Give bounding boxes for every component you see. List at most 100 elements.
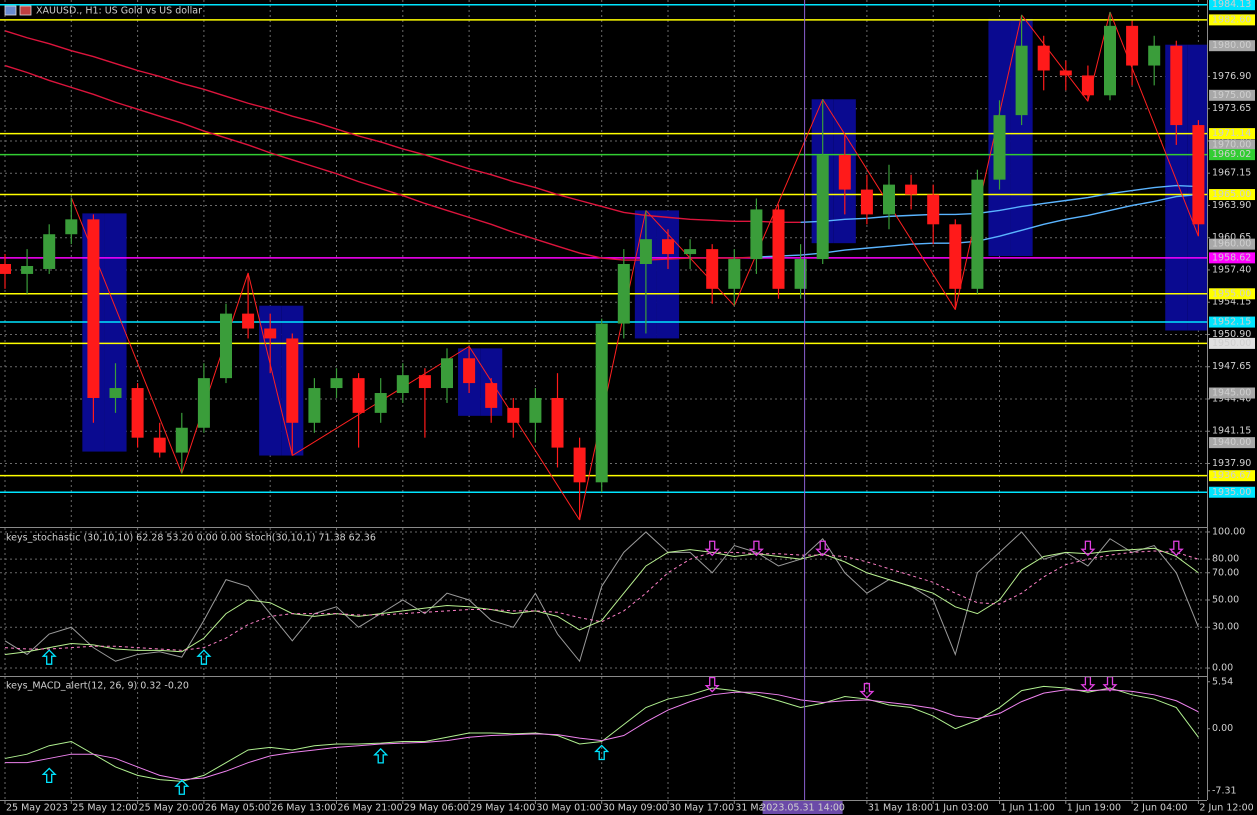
candle-body	[65, 219, 78, 235]
x-tick-label: 31 May 18:00	[868, 803, 933, 814]
level-label: 1958.62	[1212, 252, 1251, 263]
candle-body	[374, 393, 387, 413]
candle-body	[971, 179, 984, 289]
candle-body	[396, 375, 409, 394]
x-tick-label: 30 May 17:00	[669, 803, 734, 814]
candle-body	[993, 115, 1006, 180]
y-tick-label: 1947.65	[1212, 361, 1251, 372]
x-tick-label: 30 May 01:00	[536, 803, 601, 814]
icon	[19, 5, 32, 16]
candle-body	[197, 378, 210, 428]
candle-body	[109, 388, 122, 398]
y-tick-label: -7.31	[1212, 785, 1237, 796]
stochastic-panel	[0, 528, 1207, 675]
arrow-down	[1102, 677, 1118, 692]
price-panel	[0, 0, 1207, 525]
series-line	[5, 689, 1199, 781]
price-label: 1945.00	[1212, 388, 1251, 399]
chart-title: XAUUSD., H1: US Gold vs US dollar	[36, 6, 202, 17]
zigzag-segment	[954, 14, 1023, 310]
zone	[104, 213, 127, 452]
candle-body	[684, 249, 697, 255]
candle-body	[507, 407, 520, 423]
candle-body	[220, 313, 232, 379]
level-label: 1965.00	[1212, 189, 1251, 200]
candle-body	[662, 239, 674, 255]
level-label-box	[1209, 337, 1255, 349]
price-label-box	[1209, 387, 1255, 399]
candle-body	[264, 328, 277, 339]
arrow-up	[41, 649, 57, 665]
crosshair-label-box	[762, 801, 843, 814]
x-tick-label: 30 May 09:00	[603, 803, 668, 814]
candle-body	[617, 264, 630, 324]
y-tick-label: 1944.40	[1212, 393, 1251, 404]
candle-body	[905, 184, 918, 195]
candle-body	[728, 259, 741, 289]
level-label-box	[1209, 486, 1255, 498]
price-label-box	[1209, 238, 1255, 250]
axes: 25 May 2023 25 May 12:00 25 May 20:00 26 Ma…	[4, 0, 1255, 814]
price-label-box	[1209, 139, 1255, 151]
arrow-up	[174, 779, 190, 795]
candle-body	[1192, 125, 1205, 225]
candle-body	[1104, 25, 1116, 96]
candle-body	[1081, 75, 1094, 96]
x-tick-label: 1 Jun 19:00	[1067, 803, 1121, 814]
candle-body	[794, 259, 807, 289]
arrow-down	[704, 677, 720, 693]
candle-body	[883, 184, 895, 215]
level-label-box	[1209, 470, 1255, 482]
candle-body	[949, 224, 962, 289]
zigzag-segment	[579, 210, 647, 521]
candle-body	[1170, 45, 1183, 126]
x-tick-label: 25 May 20:00	[139, 803, 204, 814]
zigzag-segment	[733, 99, 824, 306]
series-line	[4, 550, 1199, 651]
candle-body	[352, 378, 365, 413]
x-tick-label: 1 Jun 03:00	[934, 803, 988, 814]
candle-body	[706, 249, 719, 289]
price-label: 1940.00	[1212, 437, 1251, 448]
candle-body	[286, 338, 299, 423]
arrow-up	[373, 747, 389, 764]
level-label-box	[1209, 14, 1255, 26]
candle-body	[242, 313, 255, 329]
series-line	[4, 64, 757, 261]
y-tick-label: 1963.90	[1212, 200, 1251, 211]
y-tick-label: 1957.40	[1212, 264, 1251, 275]
level-label: 1935.00	[1212, 487, 1251, 498]
price-label: 1980.00	[1212, 40, 1251, 51]
level-label: 1952.15	[1212, 317, 1251, 328]
level-label-box	[1209, 316, 1255, 328]
candle-body	[0, 264, 11, 274]
x-tick-label: 25 May 12:00	[72, 803, 137, 814]
series-line	[4, 531, 1199, 663]
candle-body	[153, 437, 166, 453]
level-label: 1969.02	[1212, 149, 1251, 160]
x-tick-label: 1 Jun 11:00	[1001, 803, 1055, 814]
y-tick-label: 1973.65	[1212, 103, 1251, 114]
zigzag-segment	[468, 346, 581, 521]
price-label-box	[1209, 437, 1255, 449]
y-tick-label: 50.00	[1212, 595, 1239, 606]
y-tick-label: 1960.65	[1212, 232, 1251, 243]
panel-title: keys_MACD_alert(12, 26, 9) 0.32 -0.20	[6, 681, 189, 692]
arrow-down	[1168, 540, 1184, 557]
level-label: 1950.00	[1212, 338, 1251, 349]
x-tick-label: 2 Jun 04:00	[1133, 803, 1187, 814]
candle-body	[816, 154, 829, 260]
y-tick-label: 1941.15	[1212, 426, 1251, 437]
y-tick-label: 1976.90	[1212, 71, 1251, 82]
candle-body	[927, 194, 940, 225]
x-tick-label: 25 May 2023	[6, 803, 68, 814]
zigzag-segment	[1109, 11, 1199, 237]
y-tick-label: 5.54	[1212, 676, 1233, 687]
candle-body	[1015, 45, 1028, 116]
candle-body	[529, 397, 542, 423]
arrow-down	[859, 682, 875, 699]
arrow-up	[594, 744, 610, 761]
candle-body	[463, 358, 476, 384]
